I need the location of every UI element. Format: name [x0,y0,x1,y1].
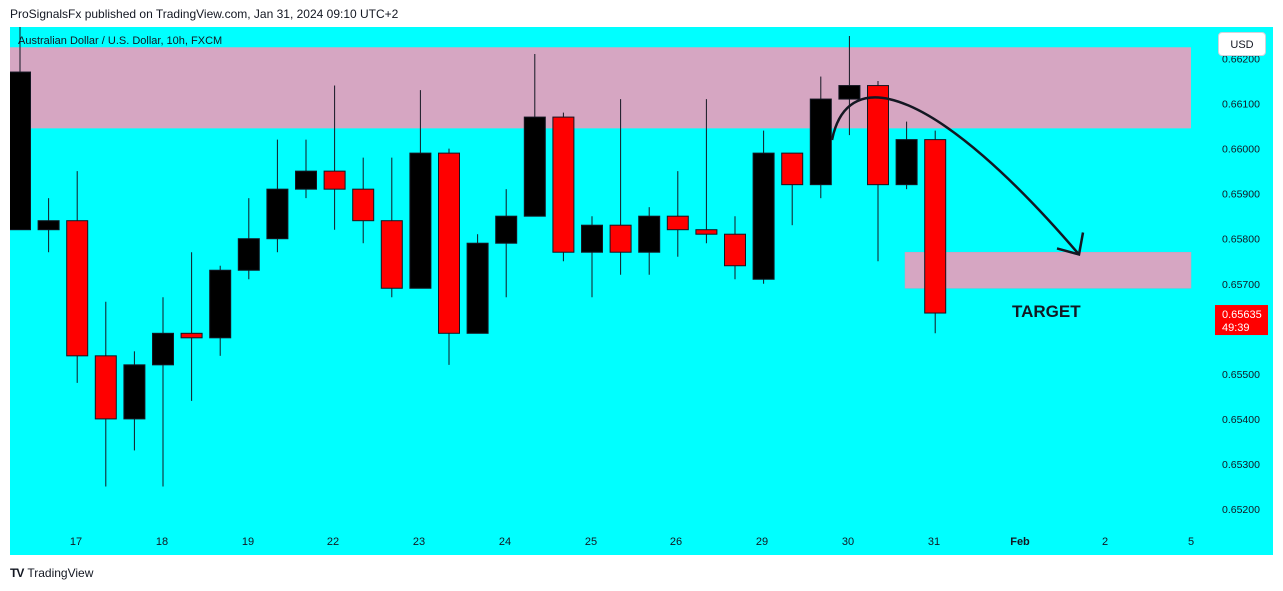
candle-bull [895,139,918,186]
y-tick-label: 0.65300 [1222,459,1260,471]
y-tick-label: 0.65500 [1222,369,1260,381]
y-tick-label: 0.65200 [1222,504,1260,516]
candle-bull [123,364,146,420]
candle-bull [295,170,317,190]
candle-bear [781,152,804,186]
projection-arrow [830,96,1080,256]
x-tick-label: 26 [670,536,682,548]
tradingview-logo-icon: TV [10,566,24,580]
time-axis: 17 18 19 22 23 24 25 26 29 30 31 Feb 2 5 [70,536,1194,548]
x-tick-label: 24 [499,536,511,548]
candle-bull [638,215,661,253]
candle-bear [323,170,346,190]
candles-group [10,27,947,487]
y-tick-label: 0.65800 [1222,234,1260,246]
symbol-title: Australian Dollar / U.S. Dollar, 10h, FX… [18,35,223,47]
x-tick-label: 31 [928,536,940,548]
candle-bull [809,98,832,186]
candle-bull [209,269,232,339]
candle-bull [466,242,489,334]
publish-info: ProSignalsFx published on TradingView.co… [10,7,399,21]
y-tick-label: 0.65700 [1222,279,1260,291]
candle-bear [66,220,89,357]
y-tick-label: 0.65400 [1222,414,1260,426]
candlestick-chart: TARGET 0.66200 0.66100 0.66000 0.65900 0.658… [10,27,1268,548]
candle-bull [409,152,432,289]
target-zone [904,251,1192,289]
candle-bull [838,85,861,100]
last-price-value: 0.65635 [1222,309,1262,321]
candle-bear [609,224,632,253]
candle-countdown: 49:39 [1222,322,1250,334]
candle-bear [552,116,575,253]
candle-bear [94,355,117,420]
chart-area[interactable]: TARGET 0.66200 0.66100 0.66000 0.65900 0.658… [10,27,1273,555]
x-tick-label: 30 [842,536,854,548]
x-tick-label: 18 [156,536,168,548]
candle-bear [180,332,203,339]
x-tick-label: Feb [1010,536,1030,548]
brand-name: TradingView [27,566,94,580]
candle-bear [380,220,403,289]
candle-bull [581,224,603,253]
y-tick-label: 0.65900 [1222,189,1260,201]
candle-bull [266,188,289,240]
x-tick-label: 25 [585,536,597,548]
candle-bull [10,71,31,231]
x-tick-label: 5 [1188,536,1194,548]
last-price-tag [1215,305,1268,336]
y-tick-label: 0.66000 [1222,144,1260,156]
x-tick-label: 19 [242,536,254,548]
x-tick-label: 29 [756,536,768,548]
candle-bull [237,238,260,271]
candle-bear [924,139,947,314]
candle-bear [352,188,375,222]
target-label: TARGET [1012,302,1081,321]
footer-brand[interactable]: TV TradingView [10,566,93,580]
y-tick-label: 0.66200 [1222,54,1260,66]
price-axis: 0.66200 0.66100 0.66000 0.65900 0.65800 0.657… [1222,54,1260,516]
x-tick-label: 23 [413,536,425,548]
candle-bull [523,116,546,217]
x-tick-label: 17 [70,536,82,548]
candle-bear [695,229,718,235]
candle-bull [495,215,518,244]
resistance-zone [10,47,1191,129]
candle-bull [752,152,775,280]
currency-button[interactable]: USD [1218,32,1266,56]
x-tick-label: 22 [327,536,339,548]
candle-bull [37,220,60,231]
candle-bear [867,85,889,186]
arrow-head-icon [1056,232,1085,257]
candle-bear [666,215,689,231]
candle-bear [438,152,460,334]
x-tick-label: 2 [1102,536,1108,548]
candle-bear [724,233,746,267]
y-tick-label: 0.66100 [1222,99,1260,111]
candle-bull [152,332,174,366]
